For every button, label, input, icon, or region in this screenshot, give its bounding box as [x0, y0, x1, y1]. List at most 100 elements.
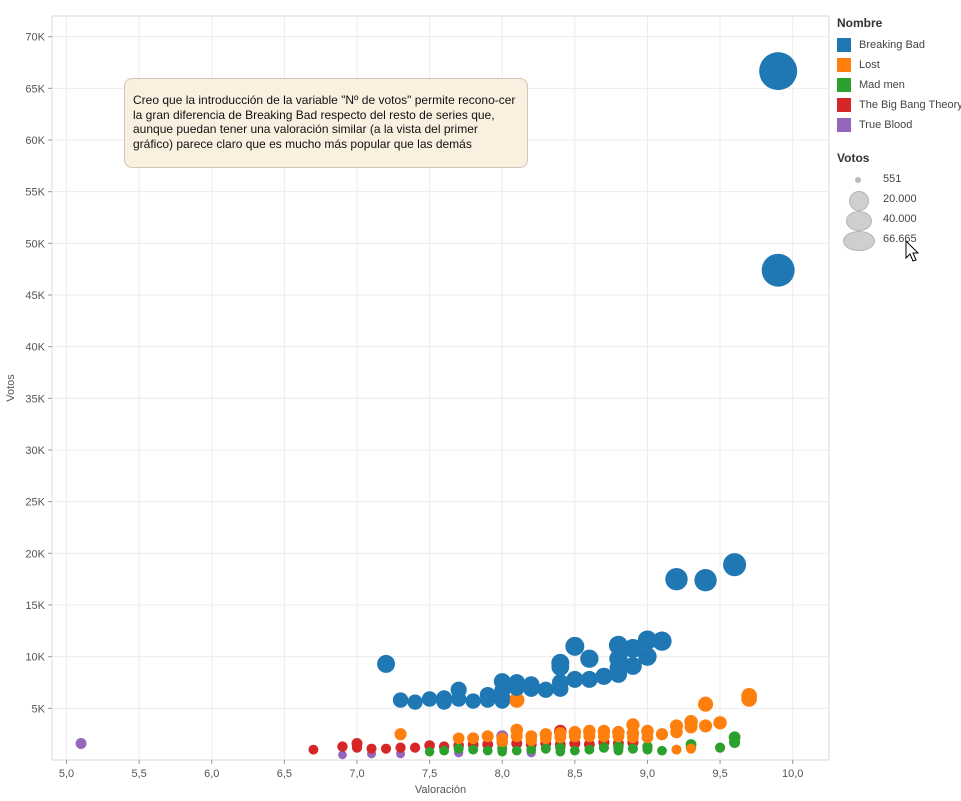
size-legend-label: 20.000 [883, 193, 917, 205]
y-tick-label: 15K [25, 600, 45, 612]
y-tick-label: 50K [25, 238, 45, 250]
data-point-lost [627, 731, 639, 744]
data-point-breaking-bad [761, 253, 795, 287]
data-point-the-big-bang-theory [380, 743, 392, 754]
legend-item[interactable]: Mad men [837, 75, 961, 95]
y-tick-label: 55K [25, 187, 45, 199]
data-point-mad-men [526, 744, 537, 755]
data-point-breaking-bad [537, 681, 554, 698]
data-point-breaking-bad [580, 670, 598, 688]
legend-item[interactable]: The Big Bang Theory [837, 95, 961, 115]
data-point-mad-men [584, 744, 595, 755]
y-tick-label: 30K [25, 445, 45, 457]
data-point-breaking-bad [624, 657, 642, 675]
data-point-lost [597, 730, 610, 743]
data-point-lost [554, 731, 567, 744]
legend-item[interactable]: Lost [837, 55, 961, 75]
data-point-lost [713, 716, 727, 730]
data-point-mad-men [657, 745, 667, 756]
data-point-mad-men [468, 744, 479, 755]
x-tick-label: 5,5 [131, 768, 146, 780]
data-point-breaking-bad [723, 553, 747, 577]
data-point-lost [568, 730, 581, 743]
size-legend-title: Votos [837, 151, 870, 165]
legend-item[interactable]: Breaking Bad [837, 35, 961, 55]
data-point-breaking-bad [552, 680, 569, 697]
legend-swatch [837, 38, 851, 52]
data-point-breaking-bad [436, 694, 452, 710]
data-point-mad-men [627, 743, 638, 754]
color-legend: Breaking Bad Lost Mad men The Big Bang Theo… [837, 35, 961, 135]
y-tick-label: 10K [25, 652, 45, 664]
data-point-mad-men [424, 746, 435, 757]
data-point-mad-men [729, 736, 741, 748]
legend-swatch [837, 58, 851, 72]
y-tick-label: 35K [25, 393, 45, 405]
legend-label: True Blood [859, 119, 913, 131]
data-point-mad-men [555, 746, 566, 757]
data-point-mad-men [642, 744, 653, 755]
data-point-breaking-bad [652, 631, 672, 651]
data-point-mad-men [497, 746, 507, 757]
data-point-lost [612, 730, 625, 743]
legend-label: Breaking Bad [859, 39, 926, 51]
legend-item[interactable]: True Blood [837, 115, 961, 135]
x-tick-label: 9,5 [712, 768, 727, 780]
data-point-breaking-bad [665, 567, 688, 591]
size-legend-item: 66.665 [837, 230, 961, 251]
y-axis-title: Votos [5, 374, 17, 402]
data-point-mad-men [613, 745, 624, 756]
legend-title: Nombre [837, 16, 883, 30]
data-point-the-big-bang-theory [308, 744, 319, 755]
data-point-breaking-bad [551, 658, 570, 676]
data-point-lost [525, 734, 537, 747]
data-point-breaking-bad [421, 691, 438, 707]
annotation-text: Creo que la introducción de la variable … [133, 93, 516, 151]
data-point-breaking-bad [407, 694, 423, 710]
data-point-lost [481, 730, 494, 743]
data-point-lost [467, 732, 480, 745]
x-tick-label: 5,0 [59, 768, 74, 780]
data-point-breaking-bad [494, 693, 510, 709]
legend-label: Lost [859, 59, 880, 71]
data-point-mad-men [482, 745, 493, 756]
x-tick-label: 7,5 [422, 768, 437, 780]
data-point-breaking-bad [392, 692, 409, 708]
data-point-lost [670, 725, 683, 739]
y-tick-label: 25K [25, 497, 45, 509]
data-point-lost [685, 743, 697, 754]
data-point-the-big-bang-theory [366, 743, 377, 754]
data-point-true-blood [75, 737, 87, 749]
y-tick-label: 60K [25, 135, 45, 147]
data-point-lost [698, 719, 713, 733]
data-point-the-big-bang-theory [351, 742, 363, 753]
y-tick-label: 40K [25, 342, 45, 354]
data-point-breaking-bad [479, 692, 496, 708]
data-point-lost [509, 692, 525, 708]
data-point-mad-men [598, 742, 610, 753]
x-tick-label: 10,0 [782, 768, 803, 780]
data-point-lost [697, 696, 714, 712]
annotation-box: Creo que la introducción de la variable … [124, 78, 528, 168]
data-point-mad-men [511, 745, 522, 756]
data-point-lost [496, 735, 508, 748]
data-point-mad-men [569, 745, 580, 756]
data-point-breaking-bad [608, 635, 628, 655]
data-point-breaking-bad [523, 680, 540, 697]
size-legend-bubble [843, 231, 875, 251]
data-point-lost [684, 720, 698, 734]
data-point-lost [394, 728, 407, 741]
data-point-breaking-bad [565, 636, 585, 656]
y-tick-label: 5K [32, 703, 46, 715]
data-point-breaking-bad [609, 665, 628, 683]
legend-label: Mad men [859, 79, 905, 91]
data-point-lost [510, 730, 523, 743]
data-point-mad-men [714, 742, 726, 753]
legend-swatch [837, 78, 851, 92]
y-tick-label: 45K [25, 290, 45, 302]
size-legend-label: 66.665 [883, 233, 917, 245]
data-point-mad-men [540, 743, 551, 754]
size-legend-bubble [846, 211, 872, 231]
mouse-pointer-icon [905, 240, 920, 262]
y-tick-label: 65K [25, 83, 45, 95]
